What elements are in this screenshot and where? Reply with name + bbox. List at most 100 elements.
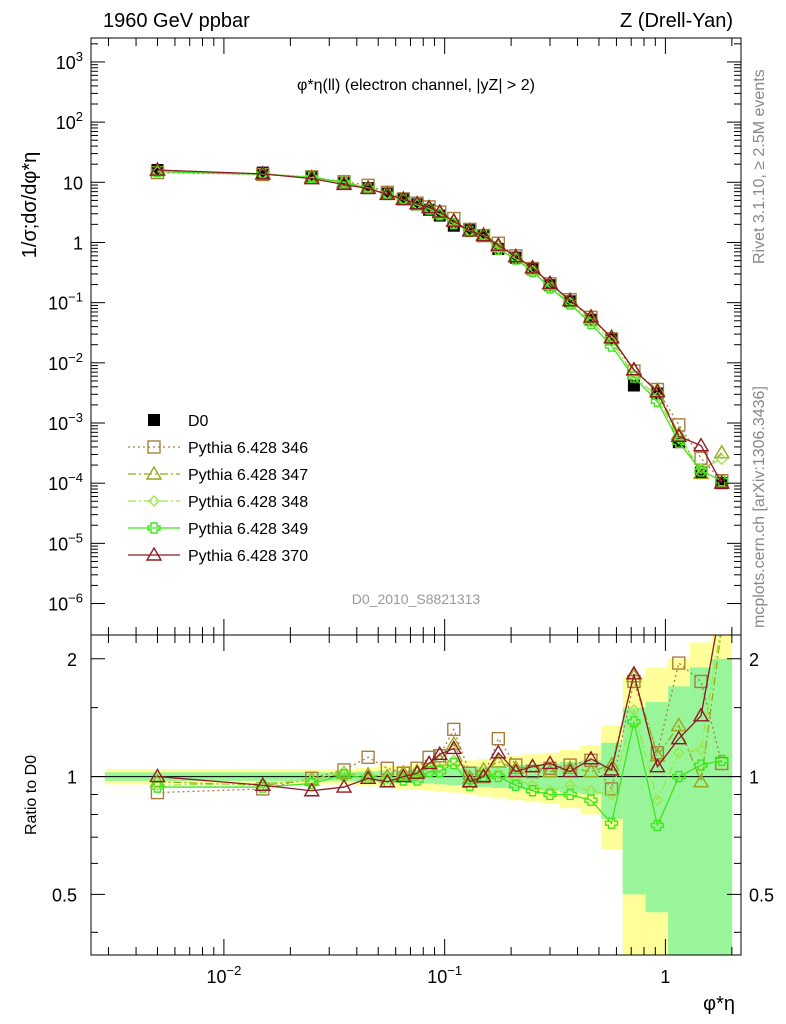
ratio-point bbox=[303, 782, 320, 797]
band-segment bbox=[580, 760, 602, 795]
data-point bbox=[408, 195, 426, 210]
y-tick-label: 10−6 bbox=[48, 591, 83, 615]
ratio-tick-label: 1 bbox=[67, 768, 77, 788]
data-point bbox=[379, 185, 396, 201]
band-segment bbox=[711, 658, 733, 955]
ratio-point bbox=[692, 707, 710, 722]
data-point bbox=[524, 259, 541, 274]
legend-marker bbox=[148, 495, 160, 507]
legend-item: Pythia 6.428 370 bbox=[128, 546, 308, 565]
data-point bbox=[713, 474, 730, 489]
ratio-panel: 0.5 0.5 1 1 2 2 Ratio to D0 bbox=[23, 595, 774, 956]
legend-label: D0 bbox=[188, 413, 209, 430]
ratio-point bbox=[524, 758, 541, 773]
ratio-point bbox=[603, 761, 620, 776]
data-point bbox=[335, 176, 353, 191]
ratio-point bbox=[625, 665, 643, 680]
ratio-point bbox=[395, 768, 412, 783]
ratio-point bbox=[650, 819, 665, 832]
data-point bbox=[254, 165, 271, 180]
ratio-point bbox=[715, 621, 729, 633]
legend-marker bbox=[147, 522, 161, 534]
series-349 bbox=[150, 166, 729, 487]
ratio-line bbox=[157, 635, 717, 792]
data-point bbox=[490, 236, 507, 251]
x-axis-label: φ*η bbox=[703, 993, 735, 1015]
ratio-point bbox=[672, 746, 685, 759]
ratio-point bbox=[582, 763, 600, 778]
ratio-point bbox=[359, 769, 377, 784]
band-segment bbox=[689, 667, 712, 955]
data-point bbox=[461, 222, 479, 237]
legend-marker bbox=[148, 414, 160, 426]
legend-label: Pythia 6.428 348 bbox=[188, 494, 308, 511]
ratio-tick-label: 2 bbox=[749, 650, 759, 670]
y-tick-label: 10−5 bbox=[48, 530, 83, 554]
data-point bbox=[361, 178, 375, 193]
data-point bbox=[713, 444, 730, 459]
ratio-point bbox=[604, 782, 619, 796]
ratio-point bbox=[445, 740, 463, 755]
y-tick-label: 10−1 bbox=[48, 290, 83, 314]
ratio-tick-label: 2 bbox=[67, 650, 77, 670]
data-point bbox=[625, 361, 643, 376]
data-point bbox=[475, 227, 492, 242]
ratio-point bbox=[447, 722, 461, 737]
ratio-point bbox=[491, 731, 506, 746]
ratio-point bbox=[627, 704, 640, 716]
ratio-point bbox=[150, 781, 165, 793]
ratio-point bbox=[463, 766, 477, 780]
data-point bbox=[395, 191, 412, 206]
rivet-label: Rivet 3.1.10, ≥ 2.5M events bbox=[751, 69, 768, 264]
data-point bbox=[359, 180, 377, 195]
band-segment bbox=[668, 686, 690, 955]
ratio-point bbox=[564, 779, 577, 792]
x-tick-label: 1 bbox=[660, 967, 670, 987]
y-tick-label: 10−2 bbox=[48, 350, 83, 374]
y-tick-label: 1 bbox=[73, 233, 83, 253]
data-point bbox=[541, 274, 559, 289]
ratio-point bbox=[361, 750, 375, 765]
ratio-point bbox=[627, 716, 641, 728]
ratio-point bbox=[563, 788, 577, 801]
x-axis: 10−2 10−1 1 bbox=[107, 38, 733, 987]
ratio-point bbox=[584, 753, 598, 768]
y-tick-label: 10 bbox=[63, 173, 83, 193]
series-line bbox=[157, 169, 723, 484]
y-tick-label: 10−3 bbox=[48, 410, 83, 434]
ratio-point bbox=[337, 769, 351, 781]
ratio-tick-label: 0.5 bbox=[52, 885, 77, 905]
ratio-point bbox=[509, 779, 523, 791]
ratio-point bbox=[715, 595, 729, 607]
ratio-point bbox=[543, 788, 557, 801]
ratio-point bbox=[461, 773, 479, 788]
ratio-point bbox=[561, 763, 579, 778]
data-point bbox=[694, 465, 708, 477]
series-370 bbox=[149, 161, 730, 489]
legend-label: Pythia 6.428 349 bbox=[188, 521, 308, 538]
ratio-point bbox=[490, 744, 507, 759]
ratio-point bbox=[420, 755, 438, 770]
ratio-point bbox=[422, 765, 436, 778]
ratio-line bbox=[157, 635, 722, 786]
ratio-point bbox=[695, 743, 707, 756]
y-tick-label: 102 bbox=[56, 109, 83, 133]
ratio-point bbox=[507, 763, 525, 778]
ratio-point bbox=[584, 794, 598, 806]
ratio-point bbox=[254, 776, 271, 791]
legend-item: Pythia 6.428 346 bbox=[128, 440, 308, 457]
data-point bbox=[561, 292, 579, 307]
data-point bbox=[604, 340, 619, 352]
legend-marker bbox=[145, 546, 163, 561]
data-point bbox=[670, 427, 688, 443]
data-point bbox=[149, 161, 166, 176]
ratio-point bbox=[541, 755, 559, 770]
data-point bbox=[603, 329, 620, 344]
ratio-point bbox=[715, 754, 729, 767]
legend-item: Pythia 6.428 349 bbox=[128, 521, 308, 538]
watermark: D0_2010_S8821313 bbox=[352, 591, 481, 607]
mcplots-label: mcplots.cern.ch [arXiv:1306.3436] bbox=[751, 386, 768, 628]
ratio-point bbox=[561, 759, 579, 774]
header-left: 1960 GeV ppbar bbox=[103, 10, 250, 32]
main-panel: 10−6 10−5 10−4 10−3 10−2 10−1 1 10 102 103 φ*η(ll… bbox=[19, 37, 742, 636]
